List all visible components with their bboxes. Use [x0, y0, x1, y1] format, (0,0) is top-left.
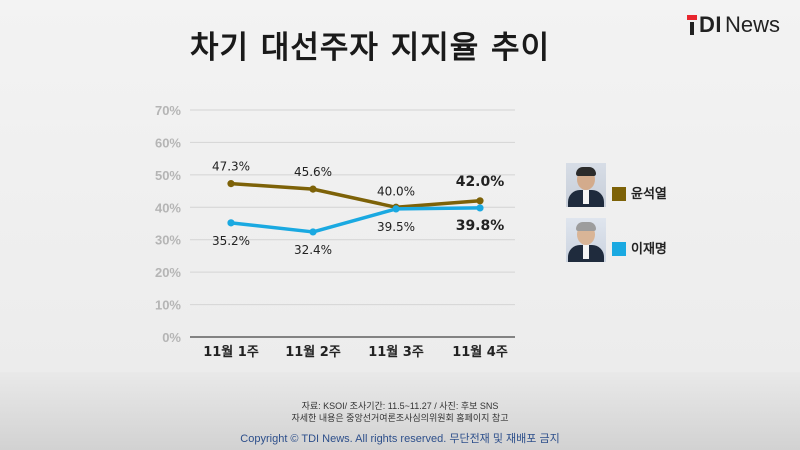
data-label: 32.4% [294, 243, 332, 257]
data-point [309, 228, 317, 236]
data-label: 42.0% [456, 174, 505, 190]
tdi-logo-mark [686, 15, 697, 35]
data-label: 45.6% [294, 165, 332, 179]
y-tick-label: 60% [155, 135, 181, 150]
chart-series [227, 180, 484, 236]
data-label: 39.5% [377, 220, 415, 234]
logo-tdi-text: DI [698, 12, 722, 37]
data-label: 35.2% [212, 234, 250, 248]
data-point [392, 205, 400, 213]
legend-swatch-lee [612, 242, 626, 256]
logo-news-text: News [724, 12, 780, 37]
logo-t-stem [689, 22, 694, 35]
data-point [309, 185, 317, 193]
x-tick-label: 11월 2주 [285, 344, 341, 360]
data-point [476, 204, 484, 212]
y-tick-label: 0% [162, 330, 181, 345]
series-line-0 [229, 181, 482, 210]
legend-label-yoon: 윤석열 [631, 187, 667, 202]
legend-label-lee: 이재명 [631, 242, 667, 257]
legend-swatch-yoon [612, 187, 626, 201]
x-tick-label: 11월 4주 [452, 344, 508, 360]
y-tick-label: 70% [155, 103, 181, 118]
x-axis-labels: 11월 1주 11월 2주 11월 3주 11월 4주 [203, 344, 508, 360]
data-point [227, 219, 235, 227]
series-line-1 [229, 206, 482, 234]
chart-grid [190, 109, 515, 338]
logo-red-bar [686, 15, 697, 20]
data-label: 40.0% [377, 184, 415, 198]
x-tick-label: 11월 3주 [368, 344, 424, 360]
data-label: 47.3% [212, 160, 250, 174]
copyright-text: Copyright © TDI News. All rights reserve… [240, 433, 560, 445]
y-tick-label: 50% [155, 168, 181, 183]
data-point [227, 180, 235, 188]
y-tick-label: 30% [155, 233, 181, 248]
x-tick-label: 11월 1주 [203, 344, 259, 360]
data-label: 39.8% [456, 218, 505, 234]
footer-background [0, 372, 800, 450]
candidate-photo-yoon [566, 163, 606, 207]
candidate-photo-lee [566, 218, 606, 262]
y-tick-label: 20% [155, 265, 181, 280]
data-point [476, 197, 484, 205]
chart-background [0, 0, 800, 380]
chart-title: 차기 대선주자 지지율 추이 [190, 30, 551, 66]
chart-data-labels: 47.3% 45.6% 40.0% 42.0% 35.2% 32.4% 39.5% 39.8% [212, 160, 504, 257]
source-text: 자료: KSOI/ 조사기간: 11.5~11.27 / 사진: 후보 SNS [301, 401, 499, 411]
tdi-news-logo: DI News [686, 12, 780, 38]
legend-item-yoon: 윤석열 [566, 163, 667, 207]
y-tick-label: 10% [155, 298, 181, 313]
y-axis-labels: 0% 10% 20% 30% 40% 50% 60% 70% [155, 103, 181, 345]
note-text: 자세한 내용은 중앙선거여론조사심의위원회 홈페이지 참고 [291, 413, 509, 423]
legend-item-lee: 이재명 [566, 218, 667, 262]
y-tick-label: 40% [155, 200, 181, 215]
